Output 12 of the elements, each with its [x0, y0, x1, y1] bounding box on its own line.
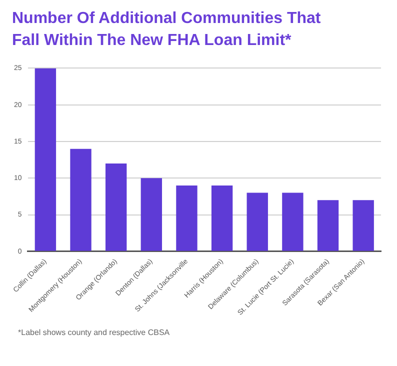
- bar: [34, 68, 56, 251]
- bar: [70, 148, 92, 251]
- bar: [282, 192, 304, 251]
- bar: [317, 200, 339, 251]
- bar: [246, 192, 268, 251]
- chart-title: Number Of Additional Communities That Fall Within The New FHA Loan Limit*: [12, 9, 322, 51]
- bar: [352, 200, 374, 251]
- bar: [140, 178, 162, 251]
- bar: [105, 163, 127, 251]
- bar: [211, 185, 233, 251]
- text: *Label shows county and respective CBSA: [18, 328, 171, 337]
- bar: [176, 185, 198, 251]
